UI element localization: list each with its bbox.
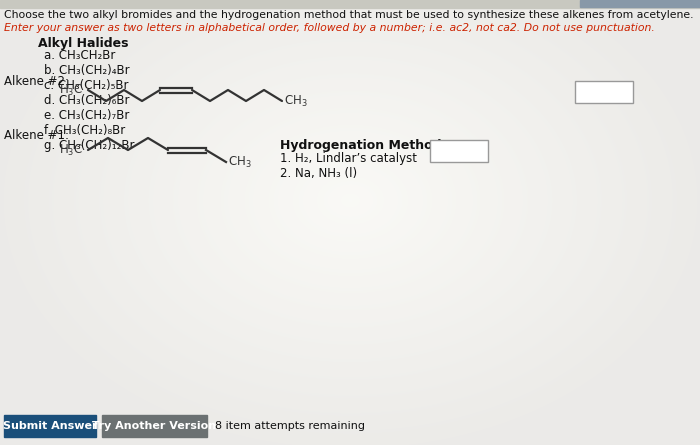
- Bar: [430, 140, 488, 162]
- Bar: [0, 0, 700, 8]
- Text: Try Another Version: Try Another Version: [92, 421, 216, 431]
- Text: CH$_3$: CH$_3$: [228, 154, 252, 170]
- Text: f. CH₃(CH₂)₈Br: f. CH₃(CH₂)₈Br: [44, 124, 125, 137]
- Text: 8 item attempts remaining: 8 item attempts remaining: [215, 421, 365, 431]
- Text: 2. Na, NH₃ (l): 2. Na, NH₃ (l): [280, 167, 357, 180]
- Text: Enter your answer as two letters in alphabetical order, followed by a number; i.: Enter your answer as two letters in alph…: [4, 23, 655, 33]
- Text: H$_3$C: H$_3$C: [59, 142, 83, 158]
- Text: CH$_3$: CH$_3$: [284, 93, 308, 109]
- Bar: [580, 0, 700, 7]
- Text: Alkyl Halides: Alkyl Halides: [38, 37, 129, 50]
- Bar: [575, 81, 633, 103]
- Text: Choose the two alkyl bromides and the hydrogenation method that must be used to : Choose the two alkyl bromides and the hy…: [4, 10, 694, 20]
- Text: e. CH₃(CH₂)₇Br: e. CH₃(CH₂)₇Br: [44, 109, 130, 122]
- Text: 1. H₂, Lindlar’s catalyst: 1. H₂, Lindlar’s catalyst: [280, 152, 417, 165]
- Text: Hydrogenation Method: Hydrogenation Method: [280, 139, 442, 152]
- Text: Alkene #2:: Alkene #2:: [4, 75, 69, 88]
- Text: g. CH₃(CH₂)₁₂Br: g. CH₃(CH₂)₁₂Br: [44, 139, 134, 152]
- Text: Alkene #1:: Alkene #1:: [4, 129, 69, 142]
- Text: Submit Answer: Submit Answer: [3, 421, 97, 431]
- Bar: [4, 415, 96, 437]
- Text: H$_3$C: H$_3$C: [59, 82, 83, 97]
- Text: b. CH₃(CH₂)₄Br: b. CH₃(CH₂)₄Br: [44, 64, 130, 77]
- Text: d. CH₃(CH₂)₆Br: d. CH₃(CH₂)₆Br: [44, 94, 130, 107]
- Text: c. CH₃(CH₂)₅Br: c. CH₃(CH₂)₅Br: [44, 79, 129, 92]
- Text: a. CH₃CH₂Br: a. CH₃CH₂Br: [44, 49, 116, 62]
- Bar: [102, 415, 207, 437]
